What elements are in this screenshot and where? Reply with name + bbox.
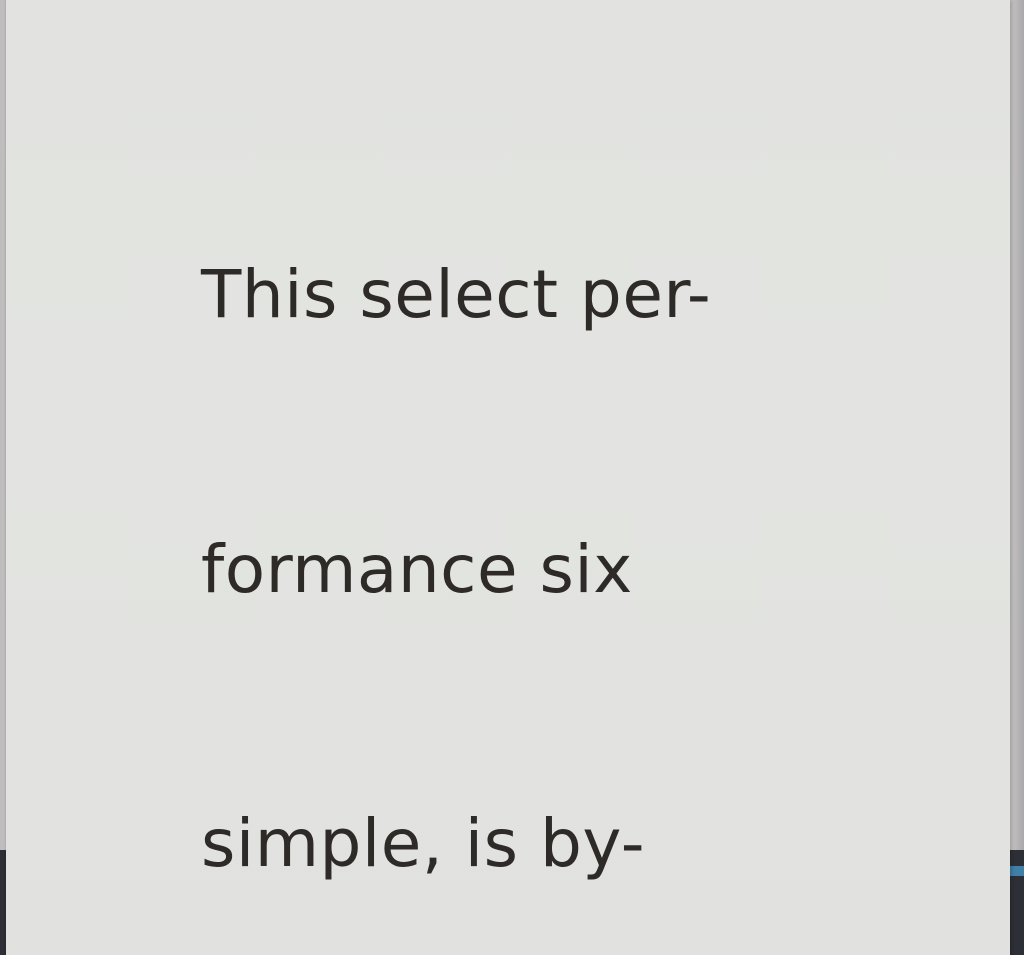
document-text: This select per- formance six simple, is… — [201, 66, 901, 955]
background-blue-edge — [1002, 866, 1024, 876]
text-line: This select per- — [201, 256, 712, 333]
text-line: formance six — [201, 530, 633, 608]
paper-sheet: This select per- formance six simple, is… — [6, 0, 1010, 955]
text-line: simple, is by- — [201, 805, 646, 882]
